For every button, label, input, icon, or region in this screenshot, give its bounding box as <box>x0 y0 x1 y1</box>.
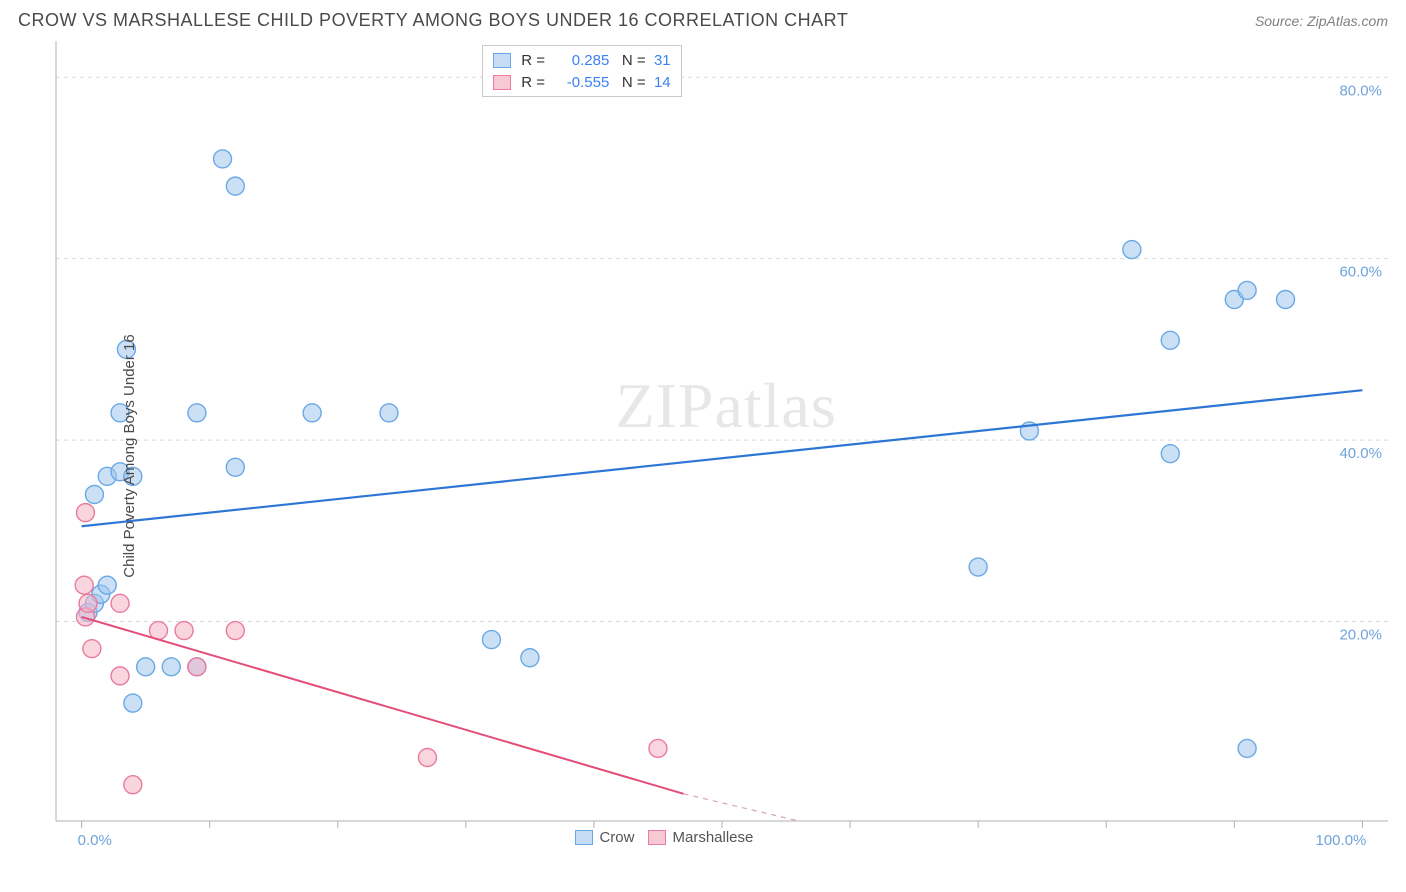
legend-text: R = -0.555 N = 14 <box>521 74 670 91</box>
chart-header: CROW VS MARSHALLESE CHILD POVERTY AMONG … <box>0 0 1406 39</box>
chart-container: Child Poverty Among Boys Under 16 20.0% 4… <box>50 41 1406 871</box>
legend-row: R = 0.285 N = 31 <box>493 49 670 71</box>
y-axis-label: Child Poverty Among Boys Under 16 <box>121 334 138 577</box>
scatter-plot: 20.0% 40.0% 60.0% 80.0% 0.0% 100.0% <box>50 41 1406 871</box>
correlation-legend: R = 0.285 N = 31 R = -0.555 N = 14 <box>482 45 681 97</box>
chart-title: CROW VS MARSHALLESE CHILD POVERTY AMONG … <box>18 10 848 31</box>
chart-source: Source: ZipAtlas.com <box>1255 13 1388 29</box>
svg-text:80.0%: 80.0% <box>1339 82 1382 99</box>
legend-swatch <box>648 830 666 845</box>
legend-swatch <box>575 830 593 845</box>
series-legend: Crow Marshallese <box>575 829 753 846</box>
svg-text:20.0%: 20.0% <box>1339 626 1382 643</box>
svg-text:40.0%: 40.0% <box>1339 445 1382 462</box>
series-legend-item: Marshallese <box>648 829 753 846</box>
legend-row: R = -0.555 N = 14 <box>493 71 670 93</box>
legend-label: Marshallese <box>672 829 753 846</box>
svg-text:100.0%: 100.0% <box>1316 832 1367 849</box>
svg-text:0.0%: 0.0% <box>78 832 112 849</box>
legend-swatch <box>493 53 511 68</box>
svg-text:60.0%: 60.0% <box>1339 264 1382 281</box>
series-legend-item: Crow <box>575 829 634 846</box>
legend-text: R = 0.285 N = 31 <box>521 52 670 69</box>
legend-swatch <box>493 75 511 90</box>
legend-label: Crow <box>599 829 634 846</box>
